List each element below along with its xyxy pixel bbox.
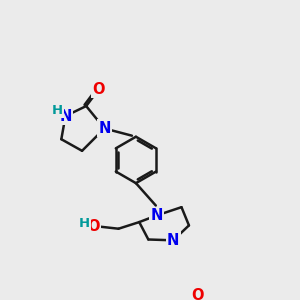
Text: N: N [150, 208, 163, 223]
Text: N: N [167, 233, 179, 248]
Text: N: N [59, 109, 72, 124]
Text: H: H [79, 217, 90, 230]
Text: O: O [87, 219, 100, 234]
Text: H: H [52, 104, 63, 117]
Text: O: O [92, 82, 105, 97]
Text: O: O [191, 288, 203, 300]
Text: N: N [98, 121, 111, 136]
